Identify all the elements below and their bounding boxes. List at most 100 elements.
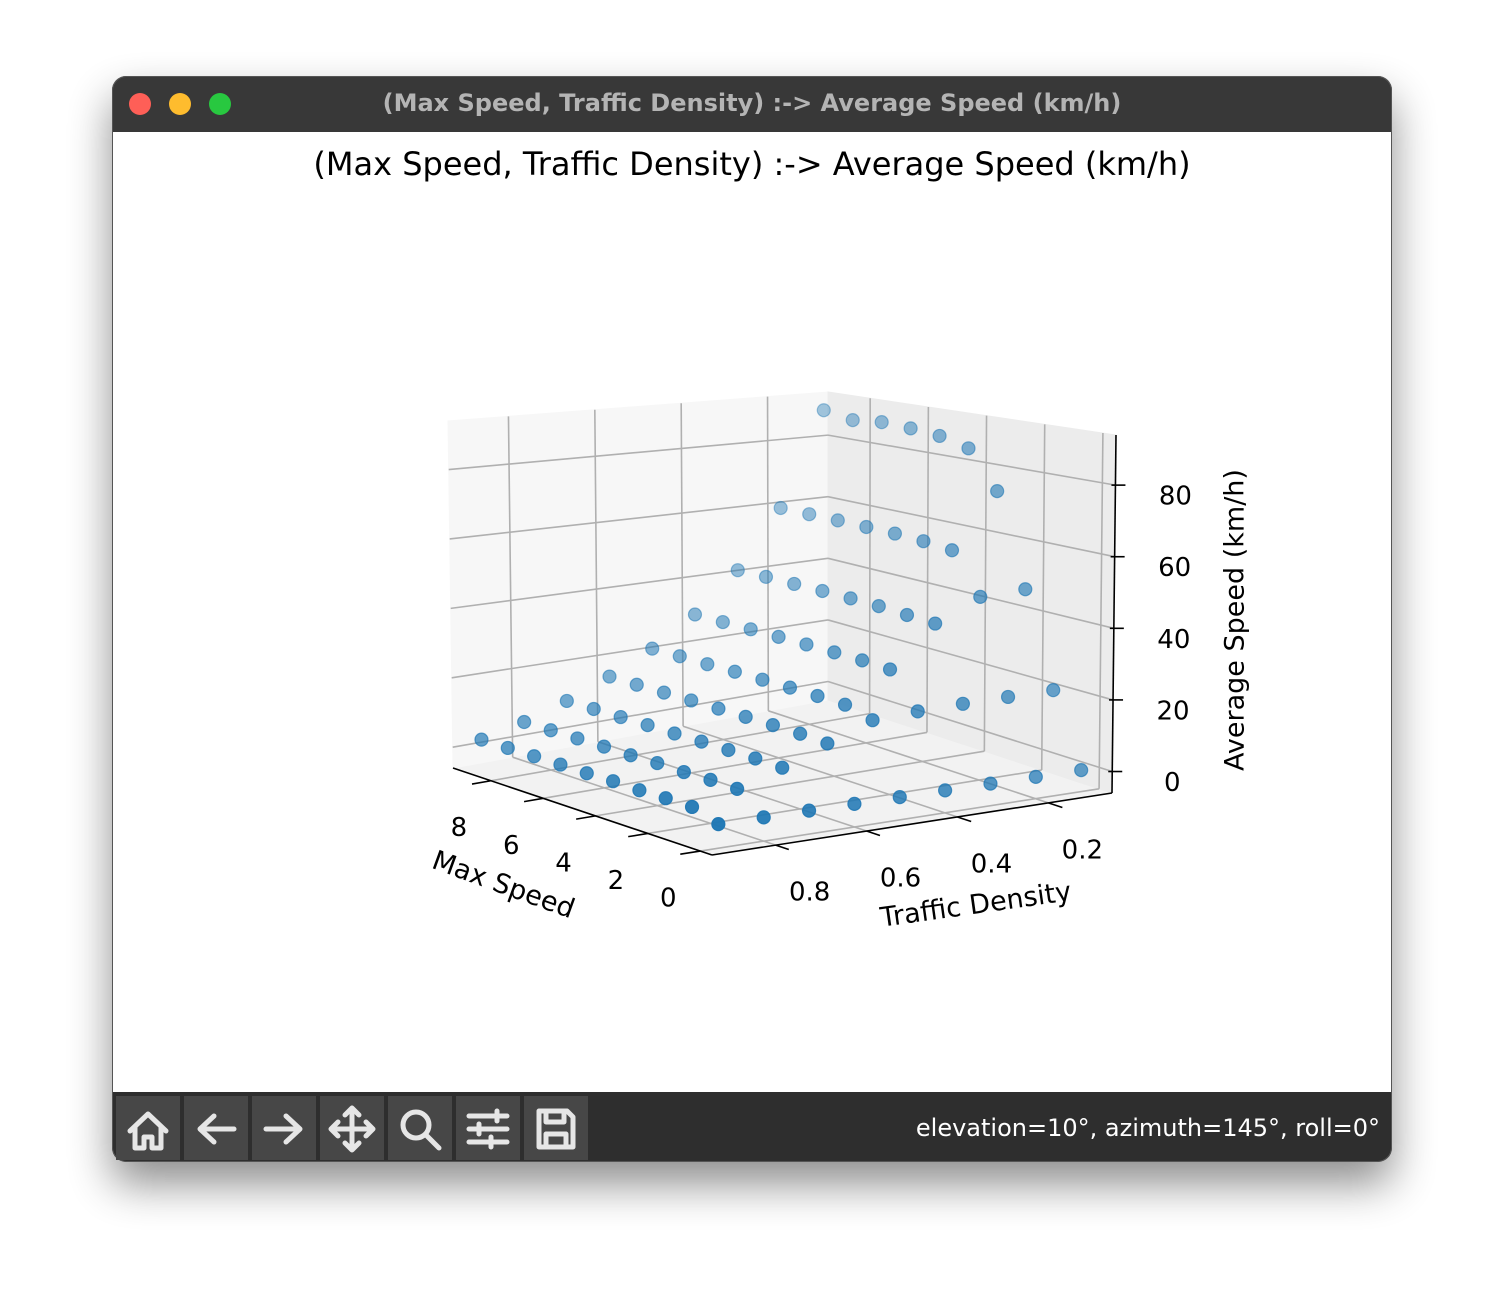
data-point	[928, 616, 943, 631]
data-point	[932, 428, 947, 444]
zoom-tool-button[interactable]	[388, 1096, 452, 1160]
data-point	[1074, 763, 1089, 778]
grid-line	[827, 495, 1115, 558]
title-bar	[112, 76, 1392, 132]
data-point	[887, 526, 903, 541]
home-button[interactable]	[116, 1096, 180, 1160]
data-point	[837, 697, 853, 712]
grid-line	[827, 619, 1114, 701]
data-point	[656, 685, 672, 700]
data-point	[1018, 582, 1033, 597]
data-point	[830, 513, 845, 528]
data-point	[721, 742, 736, 758]
data-point	[700, 657, 715, 672]
zoom-button[interactable]	[209, 93, 231, 115]
grid-line	[595, 750, 985, 817]
data-point	[684, 799, 700, 815]
data-point	[658, 791, 673, 806]
data-point	[755, 672, 770, 687]
save-button[interactable]	[524, 1096, 588, 1160]
data-point	[517, 714, 532, 730]
data-point	[632, 783, 647, 798]
configure-button[interactable]	[456, 1096, 520, 1160]
grid-line	[827, 680, 1113, 773]
forward-button[interactable]	[252, 1096, 316, 1160]
data-point	[801, 803, 817, 818]
data-point	[711, 701, 726, 716]
y-axis-line	[711, 792, 1113, 856]
close-button[interactable]	[129, 93, 151, 115]
grid-line	[827, 557, 1115, 630]
data-point	[586, 701, 601, 717]
data-point	[743, 622, 758, 637]
data-point	[543, 723, 558, 738]
y-tick-label: 0.6	[880, 864, 921, 894]
data-point	[500, 740, 515, 756]
data-point	[855, 653, 870, 668]
data-point	[711, 816, 726, 832]
z-tick-label: 40	[1157, 625, 1190, 655]
data-point	[827, 645, 842, 660]
grid-line	[543, 731, 928, 800]
data-point	[892, 790, 907, 805]
data-point	[847, 796, 862, 811]
data-point	[793, 726, 808, 741]
data-point	[865, 713, 880, 728]
data-point	[815, 583, 830, 599]
data-point	[727, 664, 742, 679]
zoom-icon-handle	[423, 1132, 442, 1151]
data-point	[605, 774, 621, 789]
data-point	[672, 649, 687, 664]
grid-line	[594, 409, 599, 742]
data-point	[684, 693, 699, 708]
data-point	[810, 688, 825, 704]
grid-line	[448, 434, 829, 471]
data-point	[944, 543, 960, 558]
minimize-button[interactable]	[169, 93, 191, 115]
data-point	[596, 739, 612, 754]
data-point	[559, 693, 574, 709]
data-point	[910, 704, 925, 719]
z-axis-label: Average Speed (km/h)	[1220, 469, 1251, 771]
data-point	[738, 709, 753, 724]
grid-line	[983, 415, 988, 752]
data-point	[787, 576, 802, 592]
grid-line	[452, 680, 829, 748]
data-point	[874, 415, 889, 430]
data-point	[820, 736, 835, 751]
grid-line	[512, 756, 776, 846]
toolbar-buttons	[116, 1096, 588, 1160]
data-point	[1046, 683, 1061, 698]
grid-line	[768, 710, 1049, 804]
zoom-icon	[400, 1109, 432, 1141]
z-tick-label: 0	[1164, 768, 1181, 798]
data-point	[882, 662, 898, 677]
data-point	[765, 718, 781, 733]
grid-line	[451, 619, 829, 679]
grid-line	[926, 406, 930, 733]
grid-line	[827, 434, 1116, 486]
grid-line	[507, 416, 514, 758]
data-point	[640, 718, 655, 733]
x-tick-label: 2	[608, 866, 625, 896]
y-tick	[866, 830, 881, 837]
pan-icon	[328, 1105, 376, 1153]
x-tick-label: 6	[503, 831, 520, 861]
grid-line	[682, 725, 958, 818]
data-point	[871, 599, 886, 614]
grid-line	[868, 398, 871, 714]
data-point	[730, 781, 745, 796]
data-point	[899, 607, 915, 623]
chart-title: (Max Speed, Traffic Density) :-> Average…	[313, 145, 1190, 183]
data-point	[1000, 689, 1016, 705]
data-point	[859, 519, 874, 535]
z-tick-label: 60	[1158, 553, 1191, 583]
x-axis-line	[452, 767, 713, 856]
button-bg	[524, 1096, 588, 1160]
grid-line	[1040, 424, 1046, 770]
pan-button[interactable]	[320, 1096, 384, 1160]
data-point	[782, 680, 798, 695]
back-button[interactable]	[184, 1096, 248, 1160]
home-icon	[127, 1111, 169, 1151]
data-point	[983, 776, 998, 791]
